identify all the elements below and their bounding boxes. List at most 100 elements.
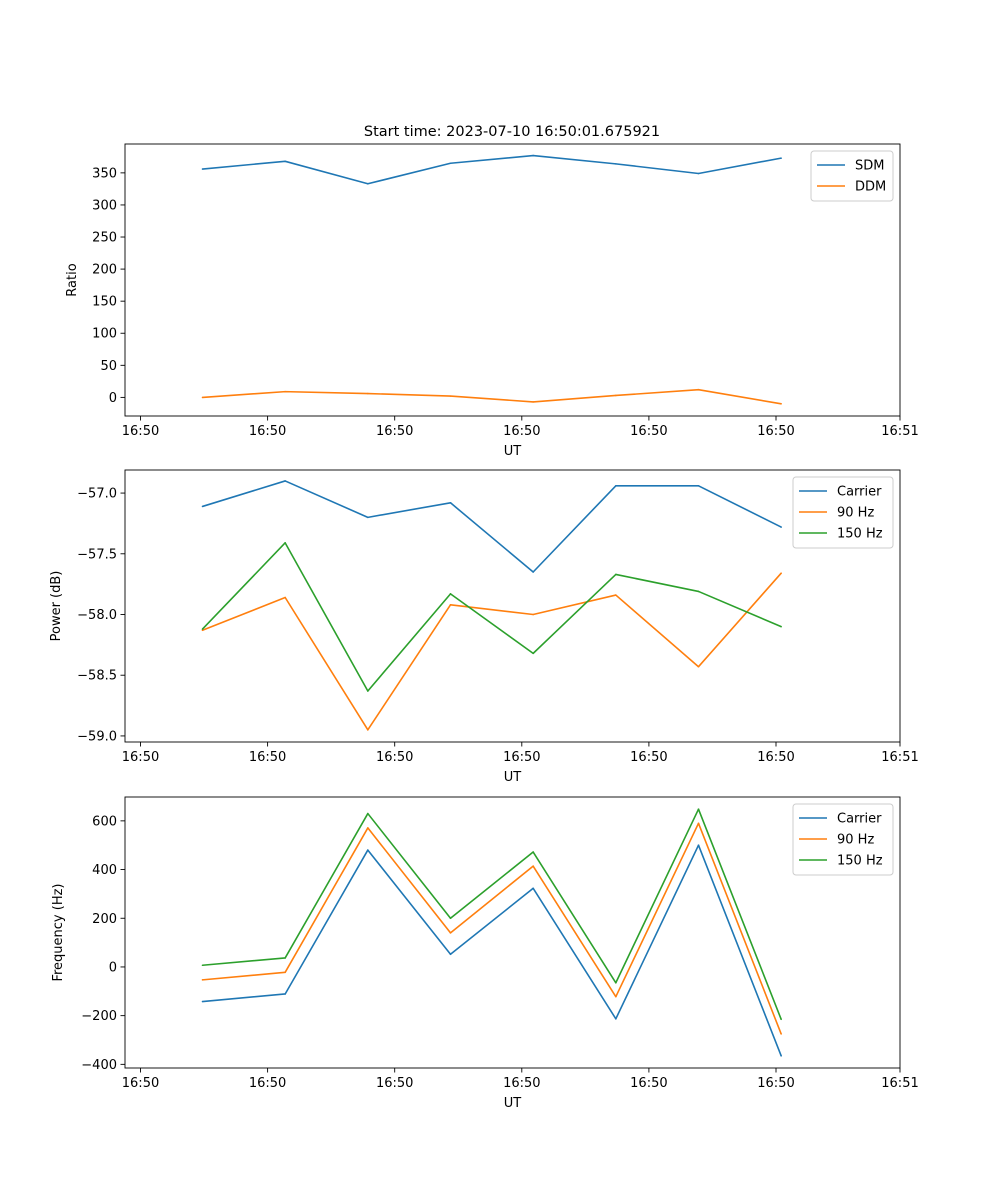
ratio-series-ddm-point	[697, 388, 700, 391]
frequency-legend-label-90hz: 90 Hz	[837, 833, 874, 848]
ratio-series-sdm-line	[202, 154, 782, 185]
ratio-xtick-label: 16:50	[376, 424, 413, 439]
frequency-series-90hz-point	[697, 822, 700, 825]
frequency-ytick-label: 0	[109, 960, 117, 975]
power-series-90hz-point	[201, 629, 204, 632]
frequency-legend-label-150hz: 150 Hz	[837, 854, 883, 869]
frequency-series-carrier-point	[532, 887, 534, 890]
power-legend: Carrier 90 Hz 150 Hz	[792, 476, 894, 549]
frequency-series-90hz-point	[367, 827, 369, 829]
ratio-series-sdm-point	[697, 172, 700, 175]
ratio-ytick-label: 250	[92, 231, 117, 246]
frequency-series-90hz-point	[201, 979, 204, 981]
frequency-series-150hz-point	[780, 1018, 782, 1021]
ratio-xtick-label: 16:50	[757, 424, 794, 439]
ratio-xtick-label: 16:50	[122, 424, 159, 439]
power-series-carrier-point	[615, 484, 617, 487]
frequency-series-90hz-line	[202, 822, 782, 1035]
ratio-ytick-label: 50	[100, 359, 117, 374]
power-series-carrier-point	[780, 526, 782, 528]
frequency-panel: 16:50 16:50 16:50 16:50 16:50 16:50 16:51 600 40…	[51, 796, 919, 1111]
ratio-xtick-label: 16:51	[881, 424, 918, 439]
power-series-150hz-point	[201, 628, 204, 630]
frequency-series-90hz-point	[615, 995, 617, 998]
frequency-ytick-label: 400	[92, 863, 117, 878]
ratio-ytick-label: 100	[92, 327, 117, 342]
power-xtick-label: 16:50	[249, 750, 286, 765]
power-series-carrier-point	[201, 505, 204, 508]
frequency-series-90hz-point	[780, 1033, 782, 1035]
ratio-series-sdm-point	[532, 154, 534, 157]
power-series-90hz-point	[367, 729, 369, 731]
ratio-series-ddm-point	[284, 390, 286, 393]
power-legend-label-90hz: 90 Hz	[837, 506, 874, 521]
frequency-xtick-label: 16:50	[630, 1076, 667, 1091]
frequency-xtick-label: 16:50	[757, 1076, 794, 1091]
ratio-axes-frame	[124, 143, 901, 417]
frequency-series-90hz-point	[284, 971, 286, 974]
ratio-ytick-label: 300	[92, 198, 117, 213]
power-series-carrier-point	[284, 480, 286, 482]
power-legend-label-150hz: 150 Hz	[837, 527, 883, 542]
power-series-90hz-point	[532, 613, 534, 616]
ratio-series-sdm-point	[284, 160, 286, 163]
power-series-carrier-line	[202, 480, 782, 573]
frequency-xtick-label: 16:50	[249, 1076, 286, 1091]
frequency-xtick-label: 16:50	[503, 1076, 540, 1091]
ratio-series-sdm-point	[201, 168, 204, 170]
ratio-legend-label-sdm: SDM	[855, 159, 884, 174]
power-series-90hz-point	[449, 603, 452, 606]
power-series-carrier-point	[697, 484, 700, 487]
power-series-150hz-point	[615, 573, 617, 576]
ratio-series-sdm-point	[780, 157, 782, 159]
frequency-series-150hz-point	[532, 851, 534, 853]
ratio-series-ddm-line	[202, 388, 782, 405]
ratio-series-ddm-point	[367, 392, 369, 395]
ratio-xtick-label: 16:50	[630, 424, 667, 439]
power-ytick-label: −58.0	[77, 608, 117, 623]
power-ylabel: Power (dB)	[49, 571, 64, 642]
frequency-ytick-label: 200	[92, 912, 117, 927]
power-series-carrier-point	[449, 501, 452, 504]
power-xtick-label: 16:50	[757, 750, 794, 765]
ratio-legend-label-ddm: DDM	[855, 180, 886, 195]
frequency-series-carrier-point	[284, 993, 286, 995]
power-ytick-label: −57.5	[77, 547, 117, 562]
frequency-series-carrier-point	[449, 953, 452, 956]
power-xtick-label: 16:50	[630, 750, 667, 765]
frequency-series-150hz-point	[201, 964, 204, 967]
power-series-90hz-line	[202, 572, 782, 731]
ratio-panel: 16:50 16:50 16:50 16:50 16:50 16:50 16:51 0 50 10…	[65, 143, 919, 459]
power-axes-frame	[124, 469, 901, 743]
power-series-carrier-point	[532, 571, 534, 573]
ratio-series-sdm-point	[449, 162, 452, 165]
power-series-90hz-point	[780, 572, 782, 575]
frequency-axes-frame	[124, 796, 901, 1069]
frequency-xtick-label: 16:50	[376, 1076, 413, 1091]
ratio-series-ddm-point	[449, 395, 452, 397]
frequency-xlabel: UT	[504, 1096, 522, 1111]
frequency-legend-label-carrier: Carrier	[837, 812, 882, 827]
power-series-150hz-point	[284, 542, 286, 544]
power-xlabel: UT	[504, 770, 522, 785]
power-xtick-label: 16:50	[376, 750, 413, 765]
ratio-series-ddm-point	[201, 396, 204, 399]
power-ytick-label: −59.0	[77, 729, 117, 744]
ratio-xlabel: UT	[504, 444, 522, 459]
frequency-series-150hz-point	[284, 957, 286, 959]
power-series-150hz-point	[367, 690, 369, 692]
power-ytick-label: −57.0	[77, 487, 117, 502]
frequency-series-carrier-point	[780, 1055, 782, 1057]
ratio-series-sdm-point	[367, 182, 369, 185]
ratio-legend: SDM DDM	[810, 150, 894, 202]
ratio-ylabel: Ratio	[65, 263, 80, 296]
frequency-series-90hz-point	[532, 865, 534, 867]
power-series-carrier-point	[367, 516, 369, 519]
ratio-ytick-label: 0	[109, 391, 117, 406]
power-series-150hz-point	[780, 625, 782, 628]
power-series-150hz-point	[449, 593, 452, 595]
figure-title: Start time: 2023-07-10 16:50:01.675921	[364, 124, 660, 140]
frequency-legend-box	[792, 803, 894, 876]
power-xtick-label: 16:50	[122, 750, 159, 765]
